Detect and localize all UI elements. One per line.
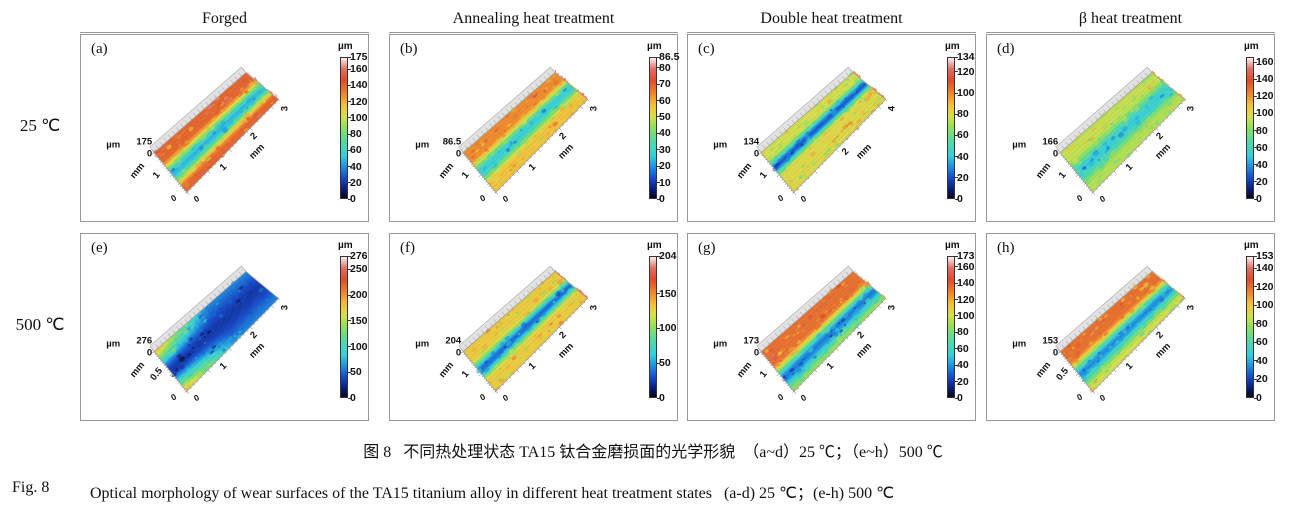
svg-text:0: 0: [456, 348, 461, 359]
svg-text:1: 1: [218, 360, 230, 372]
svg-text:mm: mm: [437, 161, 456, 181]
svg-text:µm: µm: [713, 140, 727, 151]
svg-text:1: 1: [218, 161, 230, 173]
svg-text:2: 2: [557, 131, 569, 142]
svg-text:0: 0: [776, 192, 785, 203]
svg-text:1: 1: [460, 169, 472, 181]
svg-text:0: 0: [169, 391, 178, 402]
svg-text:2: 2: [1154, 330, 1166, 341]
svg-text:3: 3: [1186, 106, 1197, 111]
svg-text:µm: µm: [1012, 339, 1026, 350]
svg-text:0: 0: [1098, 392, 1107, 403]
svg-text:0: 0: [1053, 348, 1058, 359]
svg-text:mm: mm: [854, 142, 874, 162]
svg-text:mm: mm: [247, 142, 267, 162]
svg-text:mm: mm: [247, 341, 267, 361]
svg-text:1: 1: [460, 368, 472, 380]
svg-text:1: 1: [151, 169, 163, 181]
svg-text:0: 0: [799, 392, 808, 403]
svg-text:3: 3: [589, 305, 600, 310]
svg-text:2: 2: [248, 330, 260, 341]
svg-text:4: 4: [887, 105, 898, 111]
svg-text:0: 0: [754, 149, 759, 160]
svg-text:0: 0: [1075, 391, 1084, 402]
svg-text:0: 0: [776, 391, 785, 402]
svg-text:1: 1: [758, 169, 770, 181]
svg-text:166: 166: [1042, 137, 1058, 148]
svg-text:1: 1: [527, 360, 539, 372]
svg-text:0: 0: [501, 193, 510, 204]
svg-text:2: 2: [840, 146, 852, 157]
svg-text:mm: mm: [1153, 142, 1173, 162]
svg-text:153: 153: [1042, 336, 1058, 347]
svg-text:3: 3: [1186, 305, 1197, 310]
svg-text:0: 0: [754, 348, 759, 359]
svg-text:0: 0: [147, 149, 152, 160]
svg-text:mm: mm: [1153, 341, 1173, 361]
svg-text:276: 276: [136, 336, 152, 347]
svg-text:µm: µm: [106, 339, 120, 350]
svg-text:1: 1: [527, 161, 539, 173]
svg-text:mm: mm: [556, 142, 576, 162]
svg-text:mm: mm: [437, 360, 456, 380]
svg-text:2: 2: [1154, 131, 1166, 142]
svg-text:3: 3: [887, 305, 898, 310]
svg-text:3: 3: [280, 106, 291, 111]
svg-text:0: 0: [799, 193, 808, 204]
svg-text:3: 3: [280, 305, 291, 310]
svg-text:mm: mm: [735, 360, 754, 380]
svg-text:0: 0: [1075, 192, 1084, 203]
svg-text:0: 0: [192, 392, 201, 403]
svg-text:0: 0: [456, 149, 461, 160]
svg-text:134: 134: [743, 137, 760, 148]
svg-text:0: 0: [1053, 149, 1058, 160]
svg-text:mm: mm: [1034, 360, 1053, 380]
svg-text:204: 204: [445, 336, 462, 347]
svg-text:1: 1: [1124, 161, 1136, 173]
svg-text:0: 0: [1098, 193, 1107, 204]
svg-text:0: 0: [169, 192, 178, 203]
svg-text:µm: µm: [1012, 140, 1026, 151]
svg-text:mm: mm: [556, 341, 576, 361]
svg-text:mm: mm: [854, 341, 874, 361]
svg-text:0.5: 0.5: [1054, 365, 1071, 383]
svg-text:0: 0: [147, 348, 152, 359]
svg-text:1: 1: [1124, 360, 1136, 372]
svg-text:2: 2: [855, 330, 867, 341]
svg-text:0: 0: [192, 193, 201, 204]
svg-text:175: 175: [136, 137, 153, 148]
svg-text:0: 0: [478, 391, 487, 402]
svg-text:0.5: 0.5: [148, 365, 165, 383]
svg-text:mm: mm: [735, 161, 754, 181]
svg-text:µm: µm: [713, 339, 727, 350]
svg-text:2: 2: [248, 131, 260, 142]
svg-text:3: 3: [589, 106, 600, 111]
svg-text:0: 0: [501, 392, 510, 403]
svg-text:mm: mm: [128, 161, 147, 181]
svg-text:86.5: 86.5: [443, 137, 462, 148]
svg-text:mm: mm: [128, 360, 147, 380]
svg-text:1: 1: [825, 360, 837, 372]
svg-text:173: 173: [743, 336, 759, 347]
svg-text:1: 1: [1057, 169, 1069, 181]
svg-text:µm: µm: [106, 140, 120, 151]
svg-text:2: 2: [557, 330, 569, 341]
svg-text:0: 0: [478, 192, 487, 203]
svg-text:mm: mm: [1034, 161, 1053, 181]
svg-text:1: 1: [758, 368, 770, 380]
svg-text:µm: µm: [415, 140, 429, 151]
svg-text:µm: µm: [415, 339, 429, 350]
